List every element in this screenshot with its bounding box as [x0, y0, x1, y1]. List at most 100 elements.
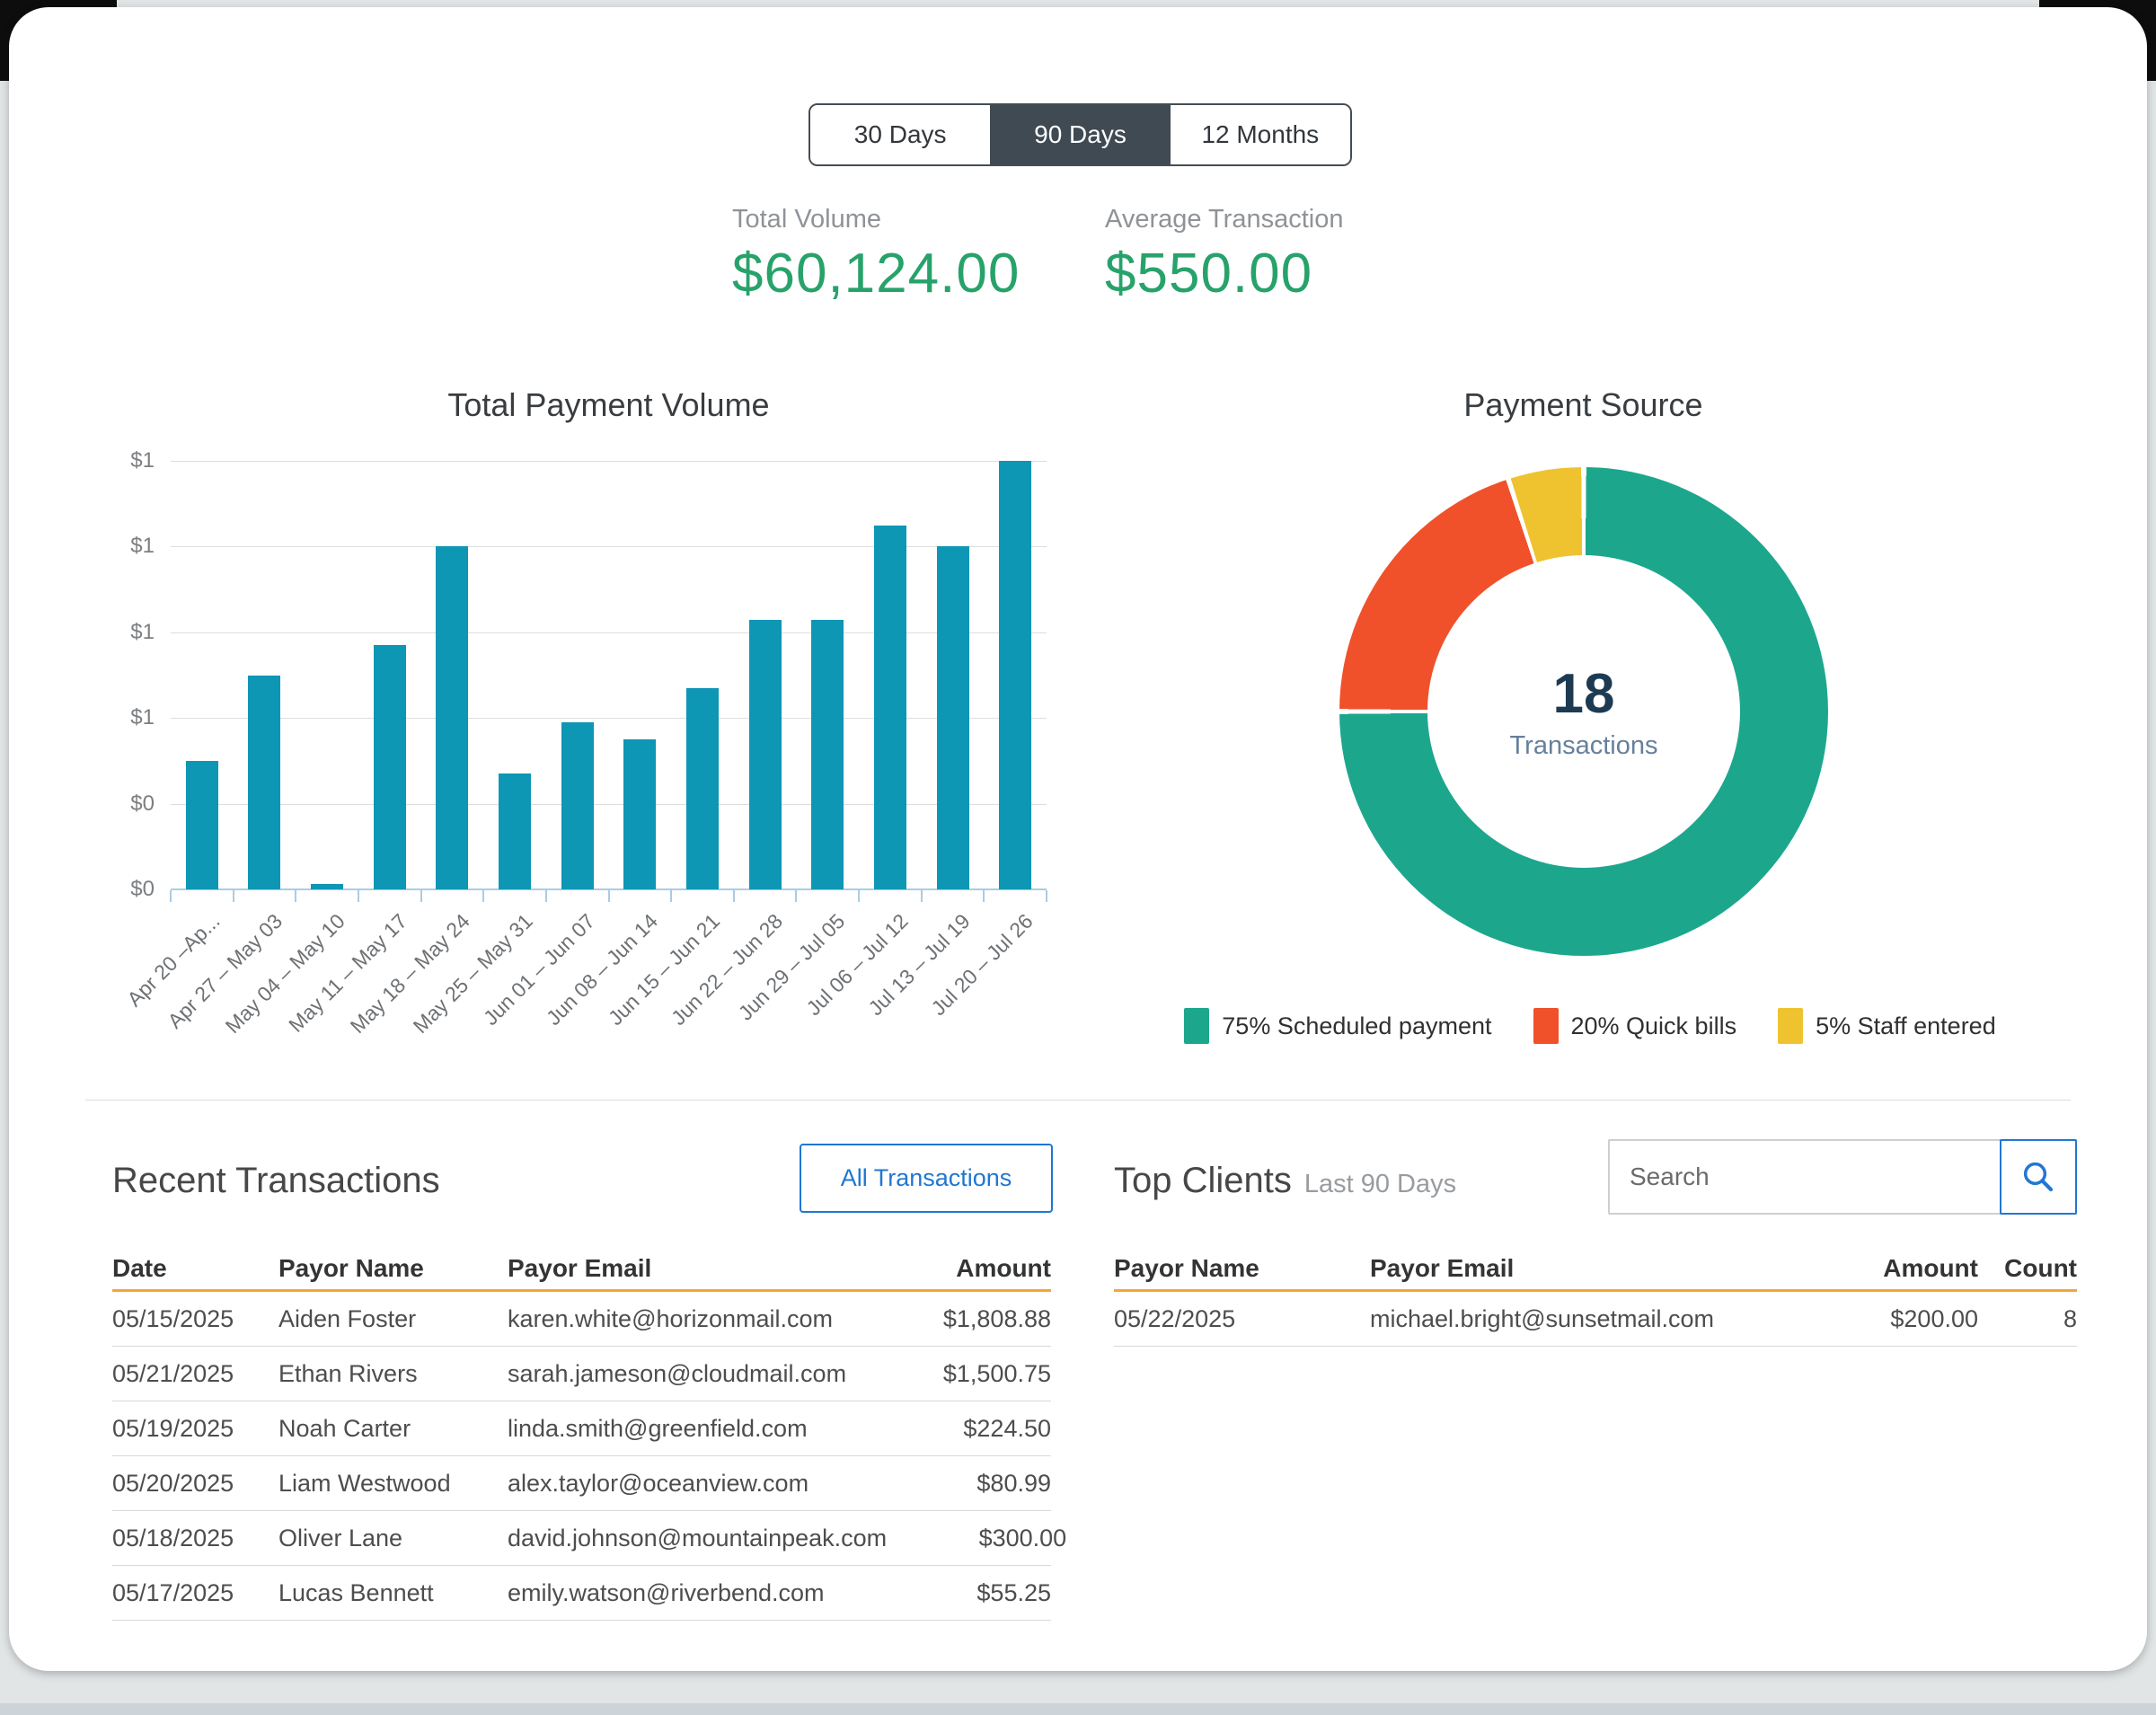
recent-transactions-title: Recent Transactions — [112, 1161, 440, 1201]
table-cell: alex.taylor@oceanview.com — [508, 1470, 871, 1498]
y-axis-tick-label: $1 — [130, 448, 155, 473]
period-option-90-days[interactable]: 90 Days — [990, 105, 1170, 164]
bar-5 — [436, 546, 468, 889]
top-clients-table: Payor NamePayor EmailAmountCount05/22/20… — [1114, 1247, 2077, 1347]
bar-4 — [374, 645, 406, 889]
table-cell: 05/20/2025 — [112, 1470, 278, 1498]
donut-center-value: 18 — [1553, 662, 1615, 726]
bar-8 — [623, 739, 656, 889]
period-option-12-months[interactable]: 12 Months — [1171, 105, 1350, 164]
x-axis-tick — [545, 890, 547, 902]
table-cell: $1,500.75 — [871, 1360, 1051, 1388]
table-cell: $80.99 — [871, 1470, 1051, 1498]
y-axis-tick-label: $0 — [130, 877, 155, 902]
table-row: 05/21/2025Ethan Riverssarah.jameson@clou… — [112, 1347, 1051, 1401]
average-transaction-value: $550.00 — [1105, 242, 1343, 305]
bar-chart-title: Total Payment Volume — [171, 386, 1047, 424]
y-axis-tick-label: $0 — [130, 791, 155, 817]
bar-10 — [749, 620, 782, 890]
table-cell: Liam Westwood — [278, 1470, 508, 1498]
legend-swatch — [1184, 1008, 1209, 1044]
table-cell: $1,808.88 — [871, 1305, 1051, 1333]
legend-item-scheduled-payment: 75% Scheduled payment — [1184, 1008, 1491, 1044]
x-axis-tick — [670, 890, 672, 902]
bar-13 — [937, 546, 969, 889]
table-cell: Oliver Lane — [278, 1525, 508, 1552]
table-cell: 05/21/2025 — [112, 1360, 278, 1388]
donut-chart-title: Payment Source — [1339, 386, 1828, 424]
table-row: 05/19/2025Noah Carterlinda.smith@greenfi… — [112, 1401, 1051, 1456]
x-axis-tick — [170, 890, 172, 902]
donut-legend: 75% Scheduled payment20% Quick bills5% S… — [1195, 1008, 1985, 1044]
bar-plot: $1$1$1$1$0$0Apr 20 –Ap...Apr 27 – May 03… — [171, 461, 1047, 889]
total-volume-value: $60,124.00 — [732, 242, 1020, 305]
bar-6 — [499, 774, 531, 889]
table-row: 05/20/2025Liam Westwoodalex.taylor@ocean… — [112, 1456, 1051, 1511]
total-volume-metric: Total Volume $60,124.00 — [732, 205, 1020, 305]
all-transactions-button[interactable]: All Transactions — [800, 1144, 1053, 1213]
recent-transactions-table: DatePayor NamePayor EmailAmount05/15/202… — [112, 1247, 1051, 1621]
search-button[interactable] — [2000, 1139, 2077, 1215]
average-transaction-metric: Average Transaction $550.00 — [1105, 205, 1343, 305]
table-cell: $300.00 — [887, 1525, 1066, 1552]
table-cell: $224.50 — [871, 1415, 1051, 1443]
x-axis-tick — [1046, 890, 1047, 902]
legend-label: 20% Quick bills — [1571, 1012, 1737, 1040]
table-cell: karen.white@horizonmail.com — [508, 1305, 871, 1333]
table-cell: sarah.jameson@cloudmail.com — [508, 1360, 871, 1388]
table-cell: $200.00 — [1763, 1305, 1978, 1333]
column-header-payor-email: Payor Email — [1370, 1254, 1763, 1283]
x-axis-tick — [233, 890, 234, 902]
section-divider — [85, 1100, 2071, 1101]
gridline — [171, 546, 1047, 547]
table-cell: michael.bright@sunsetmail.com — [1370, 1305, 1763, 1333]
column-header-amount: Amount — [871, 1254, 1051, 1283]
table-cell: Aiden Foster — [278, 1305, 508, 1333]
table-cell: Ethan Rivers — [278, 1360, 508, 1388]
x-axis-tick — [858, 890, 860, 902]
bar-3 — [311, 884, 343, 889]
x-axis-tick — [983, 890, 985, 902]
donut-center: 18 Transactions — [1427, 555, 1740, 868]
y-axis-tick-label: $1 — [130, 705, 155, 730]
table-cell: 05/22/2025 — [1114, 1305, 1370, 1333]
gridline — [171, 461, 1047, 462]
backdrop-bottom-strip — [0, 1703, 2156, 1715]
x-axis-tick — [795, 890, 797, 902]
legend-label: 5% Staff entered — [1816, 1012, 1996, 1040]
legend-item-staff-entered: 5% Staff entered — [1778, 1008, 1996, 1044]
table-row: 05/22/2025michael.bright@sunsetmail.com$… — [1114, 1292, 2077, 1347]
search-icon — [2019, 1158, 2057, 1196]
table-cell: 05/18/2025 — [112, 1525, 278, 1552]
legend-swatch — [1533, 1008, 1559, 1044]
table-cell: emily.watson@riverbend.com — [508, 1579, 871, 1607]
column-header-payor-email: Payor Email — [508, 1254, 871, 1283]
period-option-30-days[interactable]: 30 Days — [810, 105, 990, 164]
y-axis-tick-label: $1 — [130, 534, 155, 559]
total-volume-label: Total Volume — [732, 205, 1020, 234]
top-clients-subtitle: Last 90 Days — [1304, 1170, 1456, 1198]
column-header-count: Count — [1978, 1254, 2077, 1283]
period-toggle: 30 Days90 Days12 Months — [808, 103, 1352, 166]
table-cell: Lucas Bennett — [278, 1579, 508, 1607]
bar-14 — [999, 461, 1031, 889]
column-header-payor-name: Payor Name — [1114, 1254, 1370, 1283]
table-row: 05/17/2025Lucas Bennettemily.watson@rive… — [112, 1566, 1051, 1621]
top-clients-title-text: Top Clients — [1114, 1161, 1292, 1200]
gridline — [171, 632, 1047, 633]
table-row: 05/18/2025Oliver Lanedavid.johnson@mount… — [112, 1511, 1051, 1566]
legend-swatch — [1778, 1008, 1803, 1044]
x-axis-tick — [921, 890, 923, 902]
search-input[interactable] — [1608, 1139, 2001, 1215]
donut-center-label: Transactions — [1510, 731, 1658, 761]
gridline — [171, 718, 1047, 719]
gridline — [171, 804, 1047, 805]
dashboard-screen: 30 Days90 Days12 Months Total Volume $60… — [0, 0, 2156, 1715]
bar-9 — [686, 688, 719, 889]
x-axis-tick — [420, 890, 422, 902]
column-header-payor-name: Payor Name — [278, 1254, 508, 1283]
x-axis-tick — [295, 890, 296, 902]
average-transaction-label: Average Transaction — [1105, 205, 1343, 234]
bar-1 — [186, 761, 218, 889]
legend-label: 75% Scheduled payment — [1222, 1012, 1491, 1040]
